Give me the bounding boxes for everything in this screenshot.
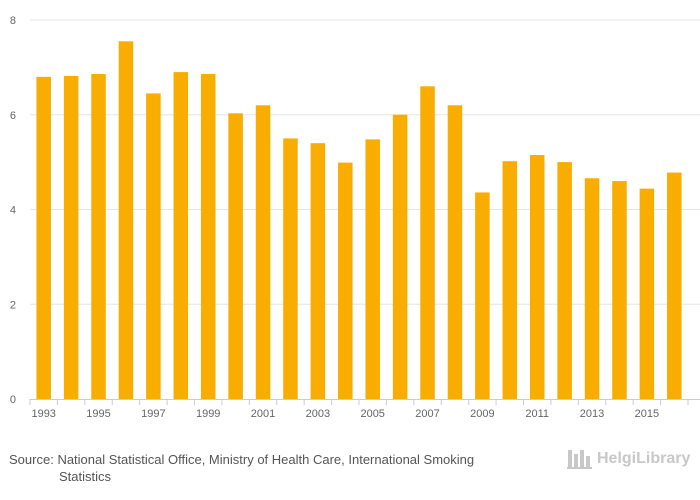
x-tick-label: 2001 (251, 408, 275, 420)
bar-2009 (475, 192, 490, 399)
y-tick-label: 6 (10, 110, 16, 122)
bar-2013 (584, 178, 600, 399)
x-tick-label: 1993 (31, 408, 55, 420)
y-axis-labels: 0 2 4 6 8 (10, 15, 16, 406)
source-text-line2: Statistics (59, 469, 112, 484)
x-axis-labels: 1993 1995 1997 1999 2001 2003 2005 2007 2009 2011… (31, 408, 659, 420)
bar-2015 (639, 188, 655, 399)
logo-text: HelgiLibrary (597, 450, 691, 467)
source-note: Source: National Statistical Office, Min… (9, 451, 539, 485)
bar-2005 (365, 139, 380, 399)
bar-2002 (283, 138, 298, 399)
bar-1999 (200, 74, 216, 399)
y-tick-label: 4 (10, 205, 16, 217)
x-tick-label: 2015 (635, 408, 659, 420)
bar-chart: 0 2 4 6 8 1993 1995 1997 1999 2001 2003 2005 2007 20… (10, 15, 700, 420)
bar-1993 (36, 76, 51, 399)
bar-2008 (447, 105, 463, 400)
x-tick-label: 2013 (580, 408, 604, 420)
x-tick-label: 2003 (306, 408, 330, 420)
source-prefix: Source: (9, 452, 54, 467)
bar-2004 (338, 162, 353, 399)
bar-1996 (118, 41, 134, 399)
bar-1994 (63, 75, 79, 399)
x-tick-label: 2009 (470, 408, 494, 420)
helgilibrary-logo: HelgiLibrary (567, 448, 690, 470)
x-tick-label: 1995 (86, 408, 110, 420)
bar-2006 (392, 114, 408, 399)
x-tick-label: 2011 (525, 408, 549, 420)
y-tick-label: 8 (10, 15, 16, 27)
bar-2011 (529, 155, 545, 399)
bar-2001 (255, 105, 271, 400)
bar-2010 (502, 161, 518, 399)
library-building-icon (567, 450, 592, 469)
bar-1995 (91, 74, 106, 399)
bar-2003 (310, 143, 326, 399)
bar-2014 (612, 181, 627, 399)
x-tick-label: 1999 (196, 408, 220, 420)
bar-2016 (667, 172, 682, 399)
bar-2000 (228, 113, 243, 400)
bars (36, 41, 682, 400)
x-axis (29, 399, 700, 405)
bar-2007 (420, 86, 435, 399)
x-tick-label: 1997 (141, 408, 165, 420)
x-tick-label: 2005 (360, 408, 384, 420)
bar-1997 (146, 93, 161, 400)
bar-1998 (173, 72, 189, 400)
y-tick-label: 2 (10, 299, 16, 311)
x-tick-label: 2007 (415, 408, 439, 420)
source-text-line1: National Statistical Office, Ministry of… (57, 452, 475, 467)
y-tick-label: 0 (10, 394, 16, 406)
bar-2012 (557, 162, 572, 399)
